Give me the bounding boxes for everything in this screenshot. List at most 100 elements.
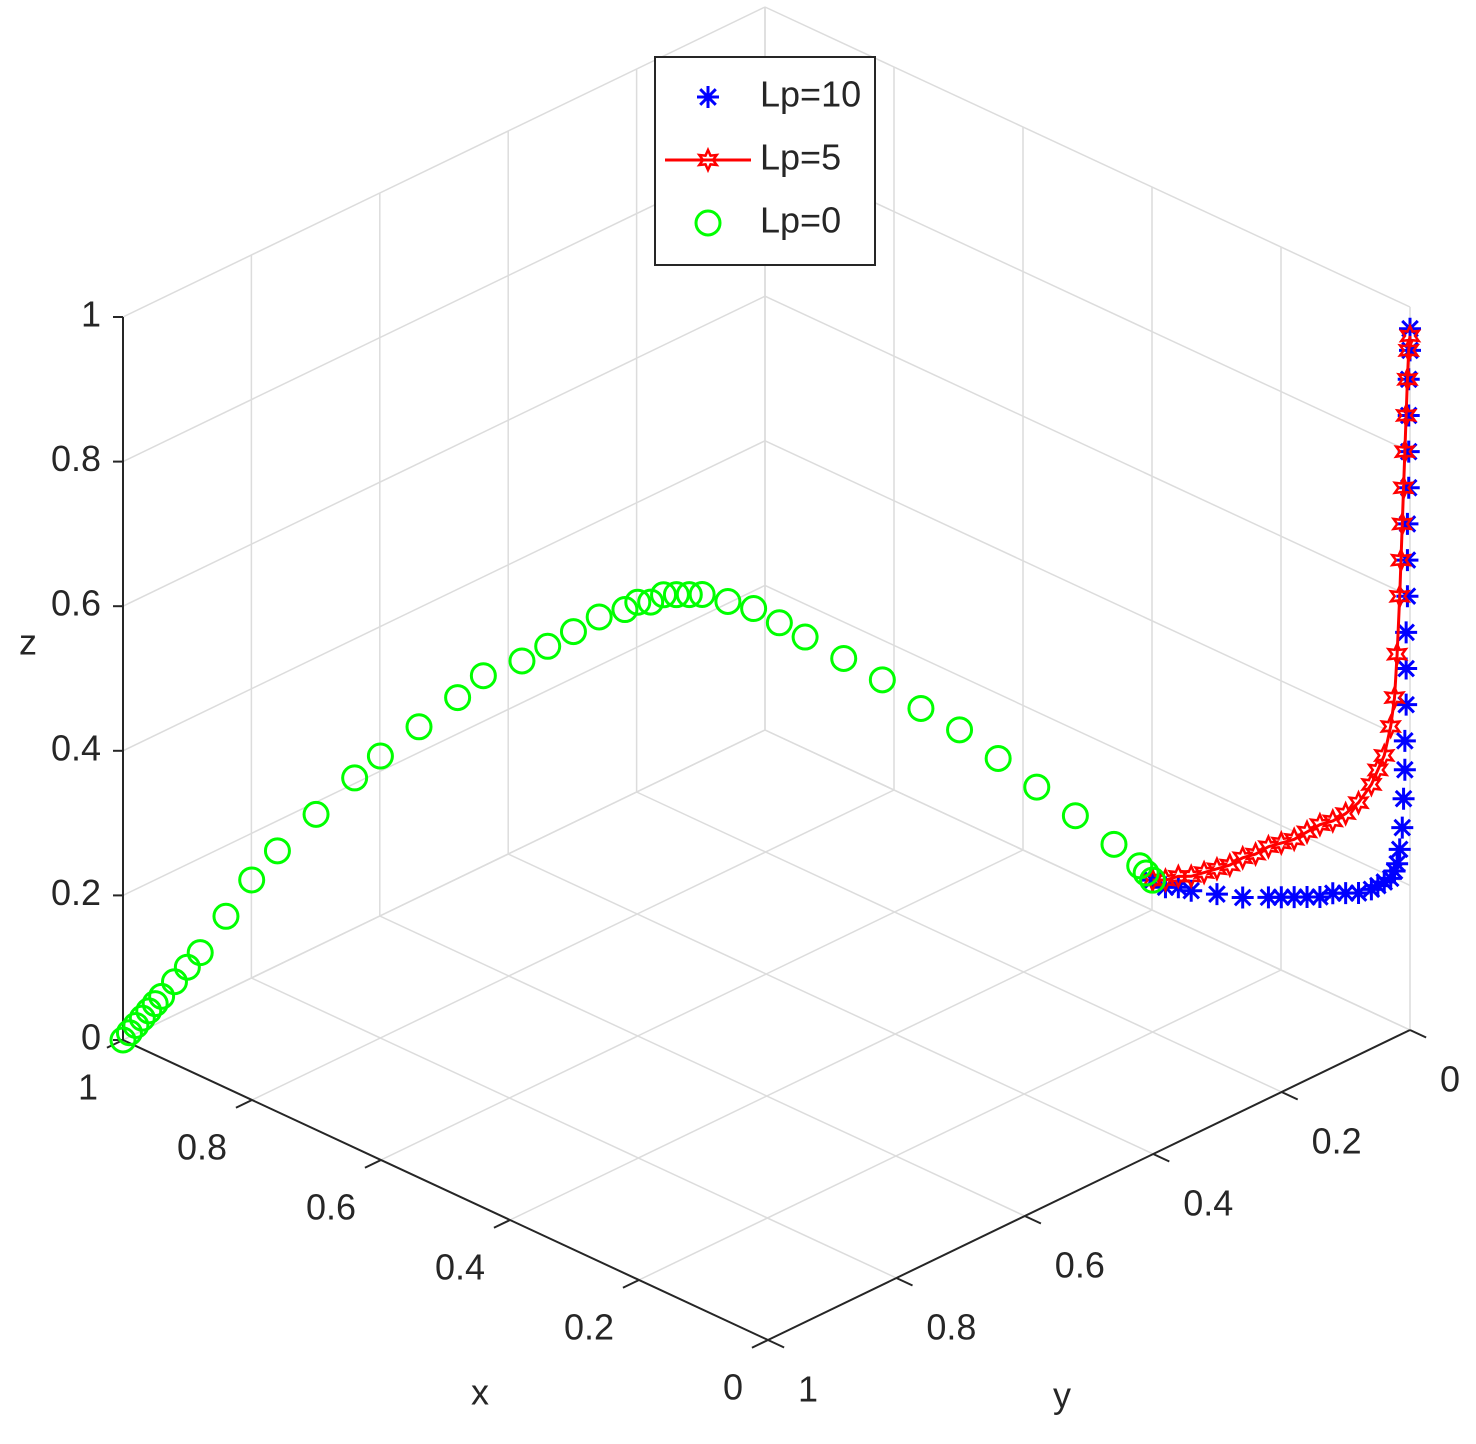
data-point [405, 713, 433, 741]
data-point [1360, 878, 1383, 901]
data-point [1388, 838, 1411, 861]
data-point [1308, 885, 1331, 908]
data-point [1296, 886, 1319, 909]
data-point [740, 595, 768, 623]
z-tick-label: 0.2 [51, 872, 101, 913]
data-point [1379, 713, 1403, 740]
legend-marker [696, 146, 720, 174]
y-tick [1409, 1029, 1427, 1039]
data-point [637, 588, 665, 616]
data-point [585, 603, 613, 631]
data-point [1192, 859, 1216, 886]
data-point [1390, 510, 1414, 538]
data-point [302, 800, 330, 828]
data-point [1244, 840, 1267, 868]
grid-line [764, 295, 1411, 597]
grid-line [251, 789, 895, 1101]
data-point [238, 866, 266, 894]
data-point [662, 581, 690, 609]
data-point [1132, 859, 1160, 887]
z-tick-label: 1 [81, 294, 101, 335]
data-point [469, 662, 497, 690]
data-point [1396, 585, 1419, 608]
data-point [1308, 811, 1332, 838]
data-point [1366, 756, 1390, 784]
data-point [1379, 867, 1402, 890]
data-point [1347, 789, 1370, 816]
x-tick [235, 1099, 253, 1109]
data-point [1398, 322, 1422, 350]
data-point [1395, 621, 1418, 644]
data-point [559, 618, 587, 646]
data-point [263, 837, 291, 865]
data-point [675, 581, 703, 609]
data-point [141, 990, 169, 1018]
y-tick [1281, 1091, 1299, 1101]
data-point [212, 902, 240, 930]
data-point [830, 644, 858, 672]
data-point [765, 609, 793, 637]
data-point [1231, 844, 1255, 871]
y-tick-label: 0 [1440, 1059, 1460, 1100]
data-point [714, 588, 742, 615]
data-point [1392, 474, 1415, 501]
x-tick-label: 0.2 [564, 1307, 614, 1348]
data-point [1282, 826, 1306, 853]
data-point [1270, 886, 1293, 909]
data-point [791, 623, 819, 651]
z-tick-label: 0 [81, 1017, 101, 1058]
data-point [650, 581, 678, 609]
data-point [1218, 852, 1242, 879]
data-point [1385, 641, 1409, 668]
data-point [1391, 816, 1414, 839]
z-tick-label: 0.4 [51, 727, 101, 768]
data-point [1100, 830, 1128, 858]
x-axis-label: x [471, 1372, 489, 1413]
data-point [1295, 818, 1319, 846]
x-tick [622, 1279, 640, 1289]
y-tick-label: 0.8 [926, 1307, 976, 1348]
x-tick [751, 1339, 769, 1349]
z-tick-label: 0.8 [51, 438, 101, 479]
data-point [1393, 438, 1417, 465]
grid-line [764, 440, 1411, 742]
data-point [186, 939, 214, 967]
x-tick-label: 0 [723, 1367, 743, 1408]
data-point [1393, 758, 1416, 781]
y-axis-label: y [1053, 1375, 1071, 1416]
x-tick [493, 1219, 511, 1229]
y-tick-label: 0.2 [1312, 1121, 1362, 1162]
data-point [611, 596, 639, 624]
legend-label: Lp=0 [760, 200, 841, 241]
grid-line [764, 729, 1411, 1031]
data-point [1023, 773, 1051, 801]
y-tick [1152, 1153, 1170, 1163]
data-point [1334, 800, 1357, 827]
data-point [1257, 833, 1280, 860]
legend-label: Lp=5 [760, 137, 841, 178]
data-point [1231, 886, 1254, 909]
data-point [868, 666, 896, 694]
data-point [1392, 787, 1415, 810]
data-point [1396, 366, 1419, 393]
data-point [984, 744, 1012, 772]
data-point [688, 580, 716, 608]
data-point [1180, 879, 1203, 902]
grid-line [507, 853, 1154, 1155]
data-point [1372, 742, 1396, 769]
y-tick-label: 0.4 [1183, 1183, 1233, 1224]
data-point [1334, 882, 1357, 905]
data-point [1395, 657, 1418, 680]
x-tick-label: 1 [78, 1067, 98, 1108]
data-point [1388, 583, 1412, 610]
x-axis [122, 1039, 769, 1341]
data-point [508, 647, 536, 675]
x-tick-label: 0.4 [435, 1247, 485, 1288]
legend-marker [694, 209, 722, 237]
grid-line [380, 849, 1024, 1161]
grid-line [251, 977, 897, 1279]
data-point [1373, 870, 1396, 893]
data-point [946, 716, 974, 744]
data-point [1397, 404, 1420, 427]
